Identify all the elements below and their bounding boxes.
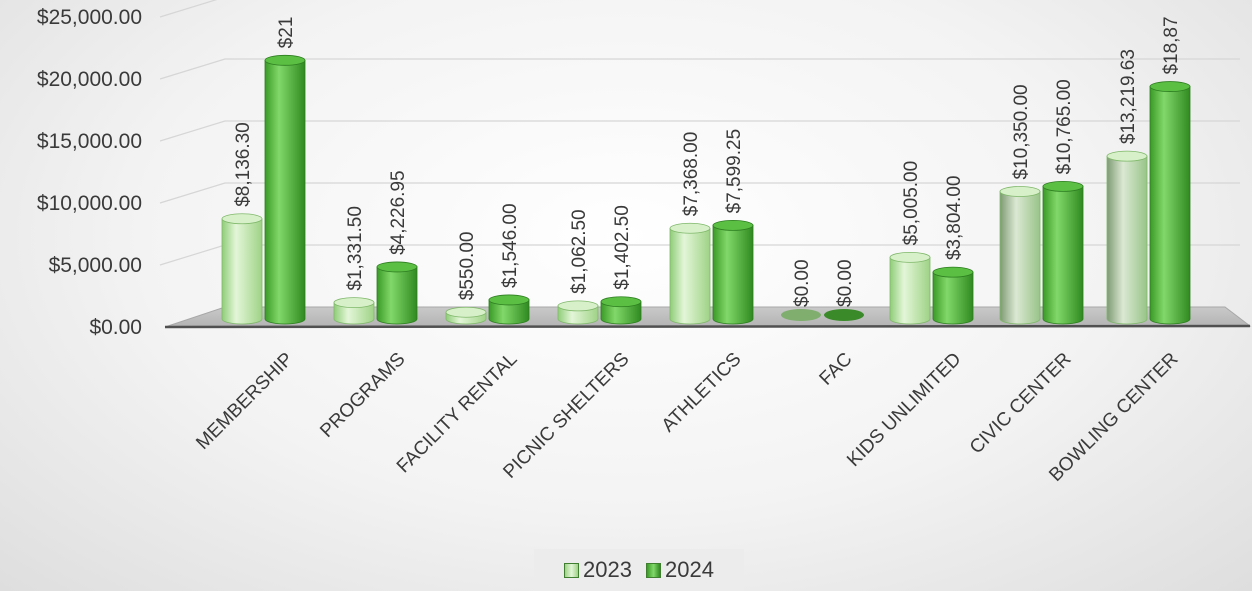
- y-tick-label: $5,000.00: [49, 254, 142, 277]
- bar-2024-bowling-center: [1149, 86, 1191, 325]
- data-label: $21: [276, 17, 297, 49]
- legend-label-2024: 2024: [665, 557, 714, 582]
- data-labels: $8,136.30 $21 $1,331.50 $4,226.95 $550.00 $1,…: [233, 16, 1182, 307]
- bar-top-2024: [1042, 180, 1084, 192]
- y-tick-label: $0.00: [89, 316, 142, 339]
- bar-2023-membership: [221, 218, 263, 325]
- data-label: $13,219.63: [1118, 49, 1139, 144]
- legend-item-2023: 2023: [564, 557, 632, 583]
- bar-top-2023: [1106, 150, 1148, 162]
- bar-top-2024: [932, 266, 974, 278]
- data-label: $5,005.00: [901, 161, 922, 246]
- bar-2024-picnic-shelters: [600, 301, 642, 325]
- data-label: $10,765.00: [1054, 79, 1075, 174]
- bar-top-2024: [264, 54, 306, 66]
- x-axis-line: [164, 324, 1251, 329]
- bar-top-2023: [333, 297, 375, 308]
- bar-2024-programs: [376, 266, 418, 325]
- data-label: $7,368.00: [681, 132, 702, 217]
- data-label: $8,136.30: [233, 122, 254, 207]
- x-category-label: ATHLETICS: [658, 349, 746, 437]
- y-tick-label: $10,000.00: [37, 192, 142, 215]
- data-label: $550.00: [457, 232, 478, 301]
- bar-top-2024: [712, 219, 754, 231]
- bar-top-2023: [221, 213, 263, 225]
- gridline: [159, 182, 1240, 204]
- bar-2023-bowling-center: [1106, 155, 1148, 325]
- bar-2023-kids-unlimited: [889, 256, 931, 325]
- data-label: $18,87: [1161, 16, 1182, 74]
- data-label: $0.00: [792, 259, 813, 307]
- x-category-label: FAC: [816, 349, 857, 390]
- bar-top-2024: [376, 261, 418, 273]
- data-label: $1,062.50: [569, 209, 590, 294]
- x-category-label: FACILITY RENTAL: [393, 349, 522, 478]
- bar-2023-athletics: [669, 227, 711, 325]
- bar-top-2023: [445, 306, 487, 318]
- data-label: $1,331.50: [345, 206, 366, 291]
- x-category-label: KIDS UNLIMITED: [843, 349, 965, 471]
- bar-2024-facility-rental: [488, 299, 530, 325]
- gridline: [159, 120, 1240, 142]
- bar-2024-kids-unlimited: [932, 271, 974, 325]
- bar-2023-civic-center: [999, 191, 1041, 325]
- bar-top-2024: [600, 296, 642, 308]
- data-label: $0.00: [835, 259, 856, 307]
- legend: 2023 2024: [534, 549, 744, 591]
- data-label: $1,546.00: [500, 203, 521, 288]
- gridline: [159, 0, 218, 18]
- y-tick-label: $15,000.00: [37, 130, 142, 153]
- data-label: $1,402.50: [612, 205, 633, 290]
- bar-2024-membership: [264, 59, 306, 325]
- legend-swatch-2023: [564, 562, 580, 578]
- legend-label-2023: 2023: [583, 557, 632, 582]
- y-tick-label: $25,000.00: [37, 6, 142, 29]
- bar-2024-athletics: [712, 224, 754, 325]
- data-label: $10,350.00: [1011, 84, 1032, 179]
- bar-top-2024: [1149, 81, 1191, 92]
- data-label: $7,599.25: [724, 129, 745, 214]
- bar-top-2023: [669, 222, 711, 234]
- x-category-label: PROGRAMS: [316, 349, 409, 442]
- y-tick-label: $20,000.00: [37, 68, 142, 91]
- x-category-label: CIVIC CENTER: [966, 349, 1076, 459]
- bar-top-2023: [557, 300, 599, 312]
- bar-top-2023: [889, 251, 931, 263]
- legend-swatch-2024: [646, 562, 661, 578]
- x-category-label: MEMBERSHIP: [192, 349, 297, 454]
- bar-top-2023: [999, 186, 1041, 197]
- data-label: $4,226.95: [388, 170, 409, 255]
- bar-2024-civic-center: [1042, 185, 1084, 325]
- data-label: $3,804.00: [944, 176, 965, 261]
- gridline: [159, 58, 1240, 80]
- bar-2024-fac: [824, 309, 864, 321]
- y-axis: $0.00 $5,000.00 $10,000.00 $15,000.00 $20,00…: [37, 6, 142, 339]
- x-category-label: PICNIC SHELTERS: [499, 349, 633, 483]
- bar-2023-fac: [781, 309, 821, 321]
- legend-item-2024: 2024: [646, 557, 714, 583]
- bars: [221, 54, 1191, 325]
- bar-2023-programs: [333, 302, 375, 325]
- bar-top-2024: [488, 294, 530, 306]
